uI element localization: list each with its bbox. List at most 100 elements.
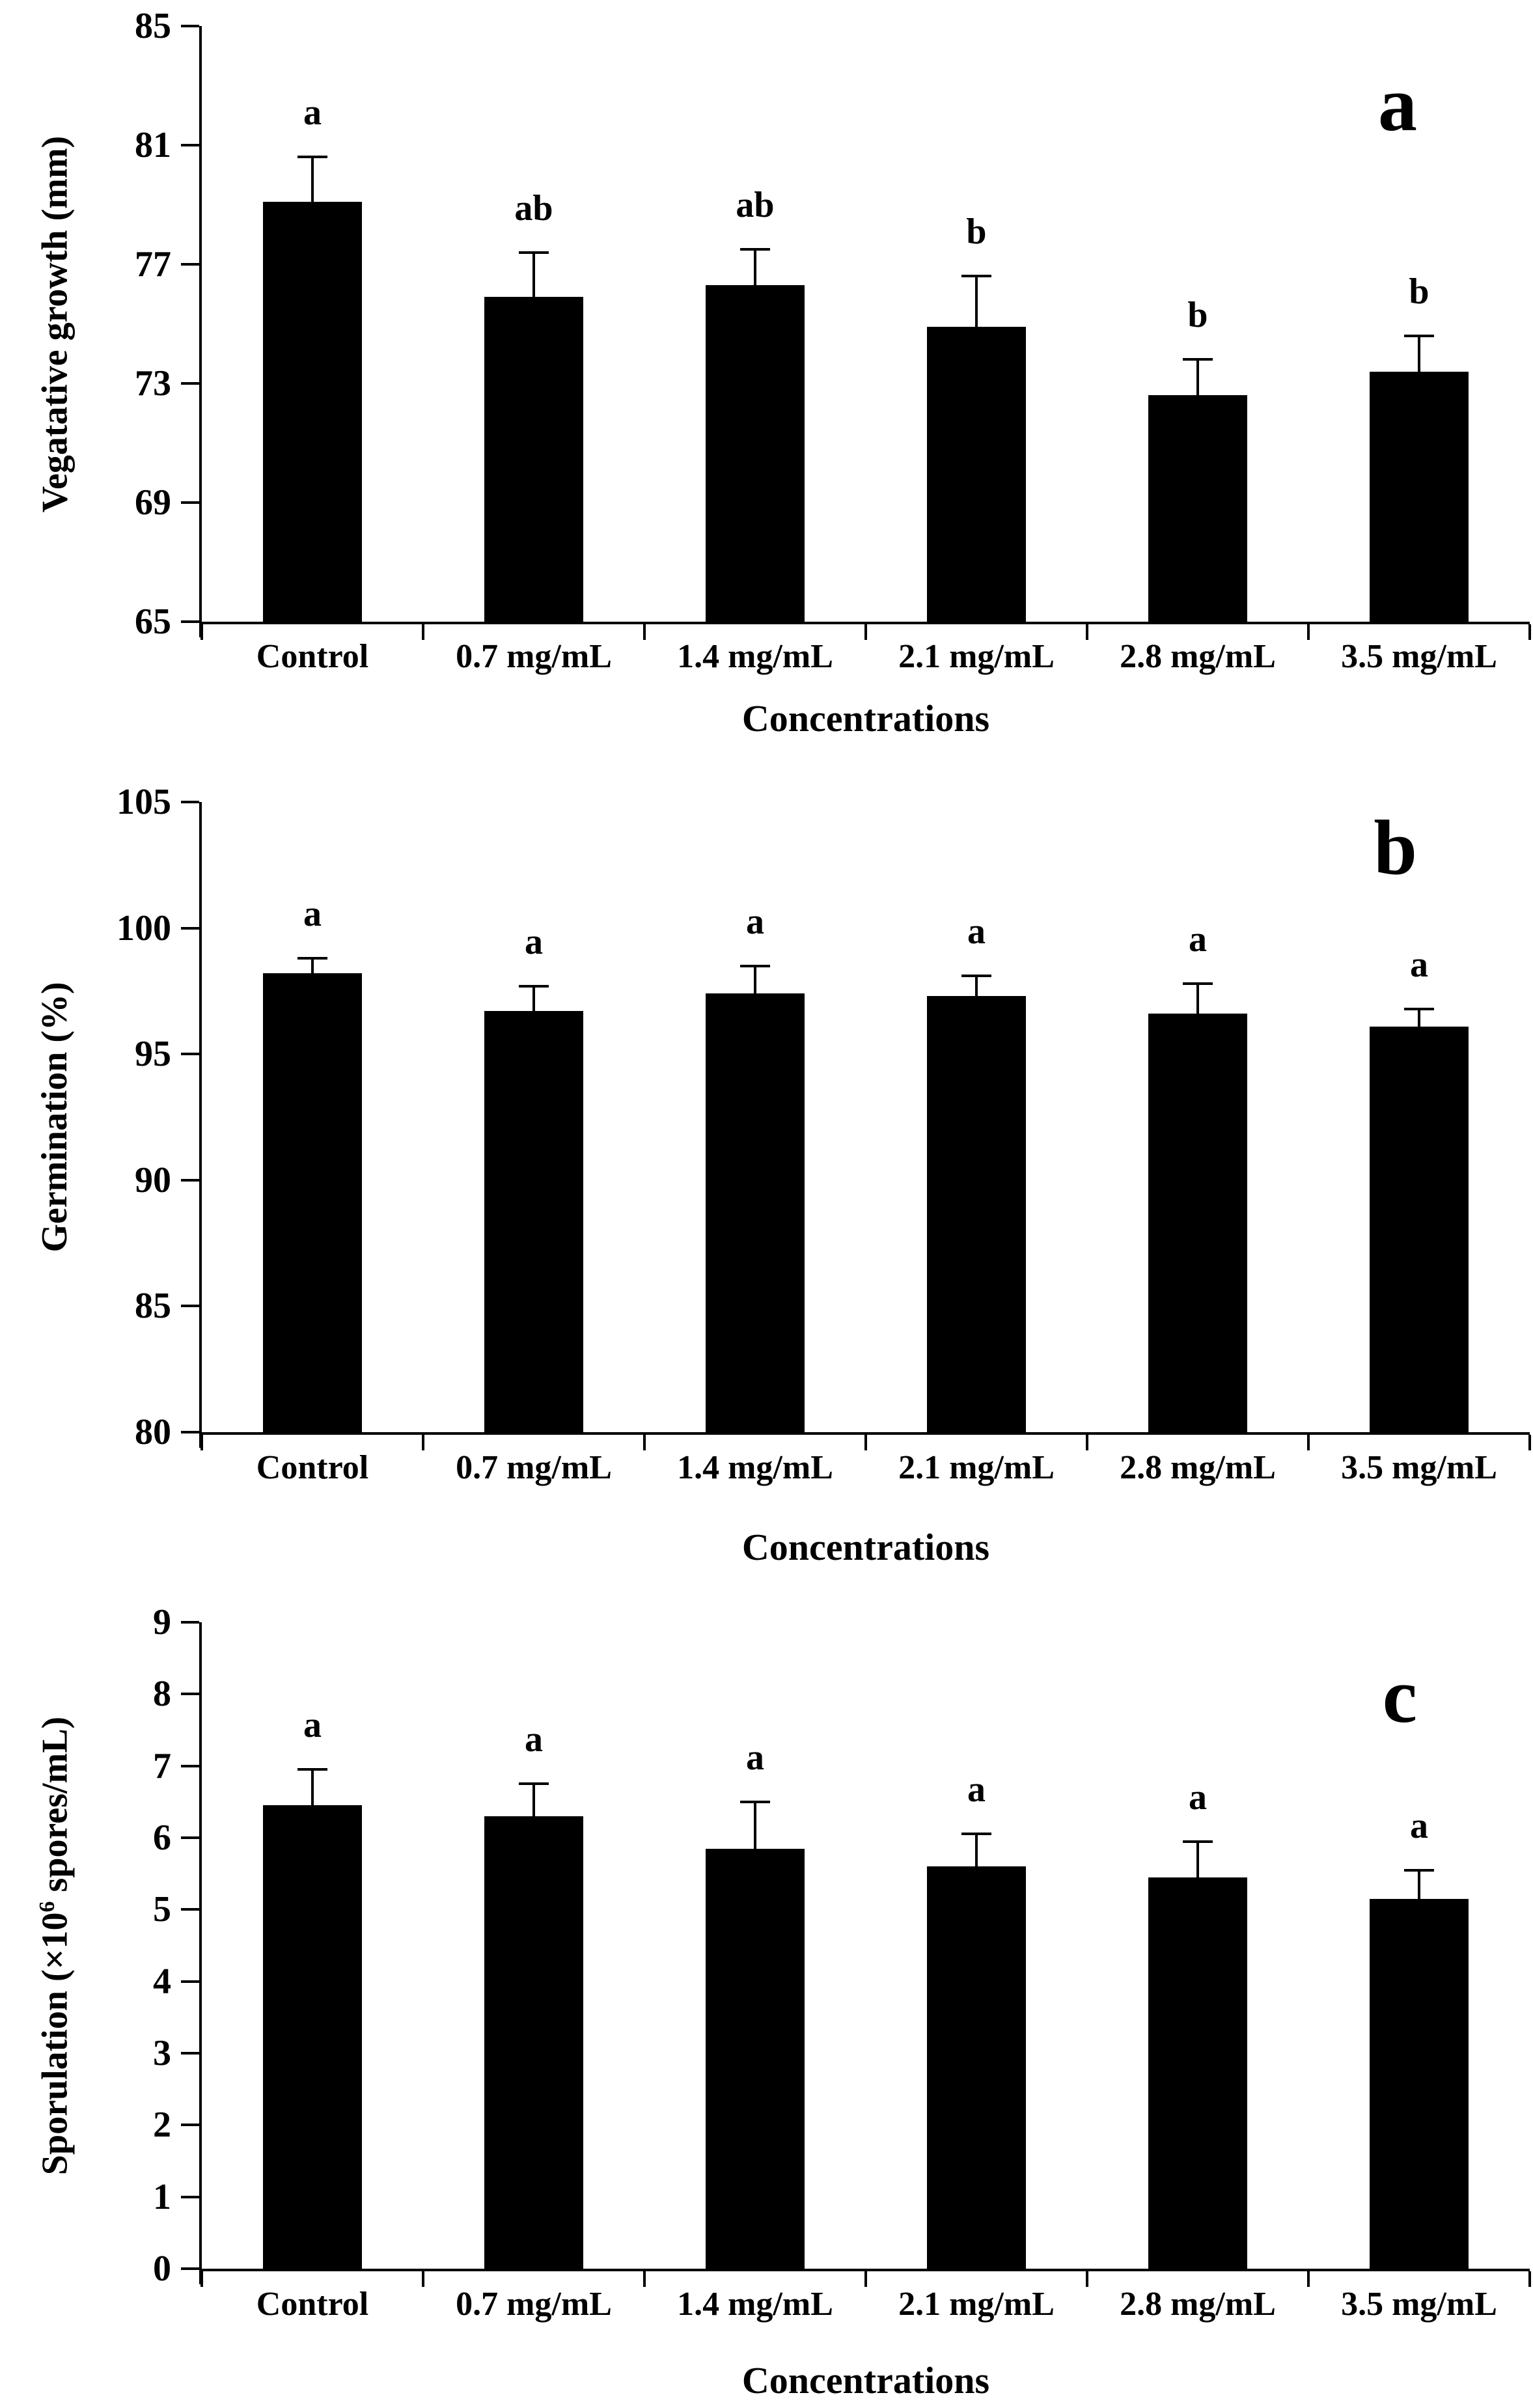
x-axis-tick: [643, 1435, 646, 1450]
error-bar-cap: [1404, 1007, 1434, 1010]
x-axis-tick: [422, 2271, 424, 2287]
y-axis-tick: [181, 1621, 199, 1624]
significance-letter: a: [1410, 1805, 1428, 1846]
error-bar: [532, 252, 535, 298]
significance-letter: a: [746, 1737, 764, 1778]
significance-letter: a: [1189, 1777, 1207, 1818]
error-bar-cap: [1183, 982, 1213, 985]
error-bar: [975, 276, 978, 327]
bar: [263, 201, 362, 622]
error-bar-cap: [297, 1768, 327, 1771]
x-tick-label: 2.8 mg/mL: [1120, 1449, 1276, 1486]
significance-letter: a: [967, 911, 986, 952]
y-tick-label: 4: [153, 1961, 171, 2002]
x-axis-tick: [1307, 1435, 1310, 1450]
error-bar-cap: [519, 251, 549, 254]
significance-letter: a: [303, 92, 322, 133]
y-tick-label: 8: [153, 1674, 171, 1715]
x-axis-tick: [1528, 1435, 1531, 1450]
y-tick-label: 85: [135, 6, 171, 46]
y-axis-tick: [181, 263, 199, 266]
y-tick-label: 69: [135, 482, 171, 523]
bar: [263, 973, 362, 1432]
x-axis-line: [199, 622, 1530, 624]
error-bar-cap: [519, 984, 549, 988]
x-tick-label: 0.7 mg/mL: [456, 638, 612, 675]
x-axis-title: Concentrations: [741, 2359, 990, 2401]
error-bar: [754, 1801, 756, 1849]
bar: [1370, 371, 1469, 622]
x-axis-tick: [1528, 624, 1531, 640]
error-bar: [975, 976, 978, 997]
y-tick-label: 100: [117, 907, 171, 948]
y-axis-tick: [181, 2195, 199, 2198]
y-axis-line: [199, 26, 202, 637]
x-axis-tick: [864, 624, 867, 640]
error-bar-cap: [1404, 1868, 1434, 1872]
y-axis-line: [199, 802, 202, 1448]
significance-letter: a: [746, 901, 764, 942]
y-axis-tick: [181, 1764, 199, 1767]
y-tick-label: 105: [117, 782, 171, 822]
x-axis-tick: [864, 1435, 867, 1450]
bar: [484, 297, 583, 622]
x-tick-label: 0.7 mg/mL: [456, 1449, 612, 1486]
y-axis-tick: [181, 1053, 199, 1056]
error-bar-cap: [740, 964, 770, 967]
y-axis-tick: [181, 1980, 199, 1983]
error-bar: [754, 249, 756, 286]
bar: [1148, 1877, 1247, 2269]
x-axis-line: [199, 2269, 1530, 2271]
bar: [1148, 395, 1247, 622]
error-bar: [1418, 335, 1420, 372]
x-tick-label: 3.5 mg/mL: [1341, 638, 1497, 675]
bar: [1370, 1898, 1469, 2269]
y-axis-tick: [181, 382, 199, 385]
y-axis-tick: [181, 25, 199, 27]
error-bar-cap: [740, 1800, 770, 1803]
y-tick-label: 77: [135, 244, 171, 284]
bar: [263, 1805, 362, 2269]
x-axis-tick: [1307, 624, 1310, 640]
y-tick-label: 80: [135, 1412, 171, 1452]
x-tick-label: 2.8 mg/mL: [1120, 638, 1276, 675]
y-axis-tick: [181, 1693, 199, 1696]
error-bar: [1196, 1841, 1199, 1877]
x-tick-label: Control: [256, 638, 369, 675]
bar: [927, 327, 1026, 622]
panel-letter: c: [1382, 1652, 1417, 1739]
x-tick-label: 0.7 mg/mL: [456, 2286, 612, 2323]
y-tick-label: 7: [153, 1745, 171, 1786]
bar: [484, 1011, 583, 1432]
bar: [706, 993, 805, 1432]
y-axis-tick: [181, 2124, 199, 2127]
significance-letter: a: [303, 1705, 322, 1746]
x-tick-label: 2.8 mg/mL: [1120, 2286, 1276, 2323]
x-axis-tick: [1086, 2271, 1088, 2287]
x-tick-label: 1.4 mg/mL: [677, 2286, 833, 2323]
x-tick-label: 1.4 mg/mL: [677, 638, 833, 675]
y-tick-label: 1: [153, 2176, 171, 2217]
significance-letter: ab: [736, 185, 775, 226]
significance-letter: a: [1189, 919, 1207, 960]
error-bar: [311, 1769, 314, 1806]
x-tick-label: 1.4 mg/mL: [677, 1449, 833, 1486]
error-bar-cap: [961, 275, 991, 278]
error-bar: [311, 958, 314, 974]
significance-letter: ab: [514, 187, 553, 228]
error-bar: [1418, 1008, 1420, 1027]
significance-letter: a: [1410, 944, 1428, 985]
significance-letter: b: [966, 212, 987, 253]
y-axis-tick: [181, 1908, 199, 1911]
bar: [706, 285, 805, 622]
y-axis-tick: [181, 1836, 199, 1839]
y-tick-label: 95: [135, 1034, 171, 1075]
error-bar-cap: [1404, 334, 1434, 337]
error-bar-cap: [297, 156, 327, 159]
x-axis-tick: [643, 624, 646, 640]
x-axis-tick: [200, 1435, 203, 1450]
x-axis-title: Concentrations: [741, 697, 990, 740]
error-bar: [532, 986, 535, 1012]
panel-a-vegetative-growth: Vegatative growth (mm) a 85 81 77 73 69 65 a Co…: [0, 0, 1533, 762]
